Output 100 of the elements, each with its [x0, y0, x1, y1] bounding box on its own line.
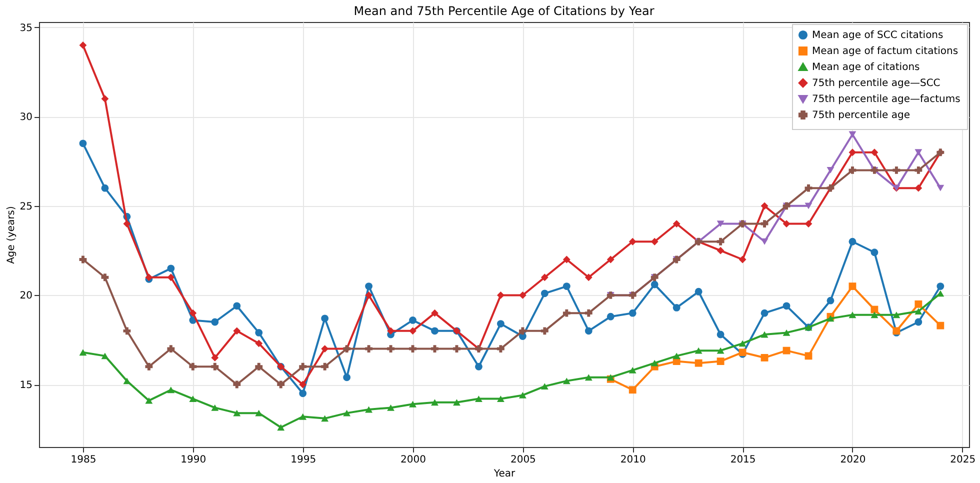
point	[540, 383, 548, 390]
point	[936, 282, 944, 290]
point	[496, 292, 504, 299]
point	[650, 280, 658, 288]
point	[936, 184, 944, 192]
point	[343, 410, 351, 416]
point	[760, 354, 768, 362]
point	[562, 378, 570, 384]
point	[101, 352, 109, 360]
y-tick-label: 35	[20, 22, 32, 34]
point	[738, 256, 746, 264]
point	[694, 288, 702, 296]
point	[453, 399, 460, 406]
legend-label: Mean age of factum citations	[812, 46, 958, 57]
point	[870, 148, 878, 156]
point	[562, 282, 570, 290]
point	[343, 374, 351, 382]
point	[738, 340, 746, 347]
point	[123, 378, 131, 384]
point	[145, 362, 153, 370]
point	[123, 220, 131, 228]
point	[606, 312, 614, 320]
point	[431, 327, 438, 335]
point	[167, 345, 175, 352]
legend-label: 75th percentile age—factums	[812, 94, 960, 105]
point	[584, 309, 592, 317]
y-tick-label: 25	[20, 201, 32, 212]
x-tick-label: 2000	[400, 454, 426, 466]
point	[584, 274, 592, 282]
point	[101, 274, 109, 282]
point	[167, 386, 175, 394]
point	[716, 220, 724, 227]
point	[365, 406, 372, 413]
point	[914, 300, 922, 308]
y-tick-label: 30	[20, 112, 32, 124]
point	[79, 349, 87, 356]
point	[848, 131, 856, 138]
point	[321, 345, 329, 352]
point	[672, 352, 680, 360]
point	[518, 392, 526, 398]
point	[211, 404, 219, 411]
point	[716, 246, 724, 254]
point	[760, 331, 768, 338]
point	[716, 347, 724, 354]
point	[409, 327, 416, 335]
point	[782, 220, 790, 228]
point	[277, 380, 285, 388]
x-tick-label: 1995	[290, 454, 316, 466]
point	[431, 345, 438, 352]
point	[233, 380, 241, 388]
point	[584, 374, 592, 381]
point	[826, 315, 834, 322]
point	[277, 424, 285, 431]
point	[716, 358, 724, 365]
legend-label: 75th percentile age—SCC	[812, 78, 940, 89]
point	[606, 256, 614, 264]
point	[848, 282, 856, 290]
point	[672, 304, 680, 312]
point	[782, 330, 790, 336]
point	[167, 274, 175, 282]
point	[167, 264, 175, 272]
point	[496, 320, 504, 328]
point	[233, 302, 241, 310]
point	[409, 400, 416, 408]
point	[453, 345, 460, 352]
point	[431, 309, 438, 317]
point	[914, 318, 922, 326]
point	[628, 238, 636, 246]
point	[299, 413, 307, 420]
point	[79, 256, 87, 264]
point	[804, 184, 812, 192]
y-tick-label: 20	[20, 290, 32, 302]
legend-label: 75th percentile age	[812, 110, 910, 121]
point	[760, 309, 768, 317]
point	[387, 345, 394, 352]
point	[496, 345, 504, 352]
point	[431, 399, 438, 406]
point	[914, 166, 922, 174]
point	[914, 308, 922, 314]
point	[233, 410, 241, 416]
point	[650, 360, 658, 366]
point	[255, 410, 263, 416]
point	[628, 386, 636, 394]
point	[211, 318, 219, 326]
point	[848, 148, 856, 156]
chart-title: Mean and 75th Percentile Age of Citations by Year	[354, 4, 654, 18]
point	[540, 290, 548, 298]
point	[365, 292, 372, 299]
point	[409, 316, 416, 324]
point	[79, 42, 87, 49]
point	[716, 330, 724, 338]
point	[694, 347, 702, 354]
point	[321, 415, 329, 422]
point	[321, 314, 329, 322]
point	[826, 167, 834, 174]
legend-label: Mean age of SCC citations	[812, 30, 944, 41]
x-tick-label: 2010	[620, 454, 646, 466]
point	[123, 327, 131, 335]
point	[387, 404, 394, 411]
point	[496, 396, 504, 402]
